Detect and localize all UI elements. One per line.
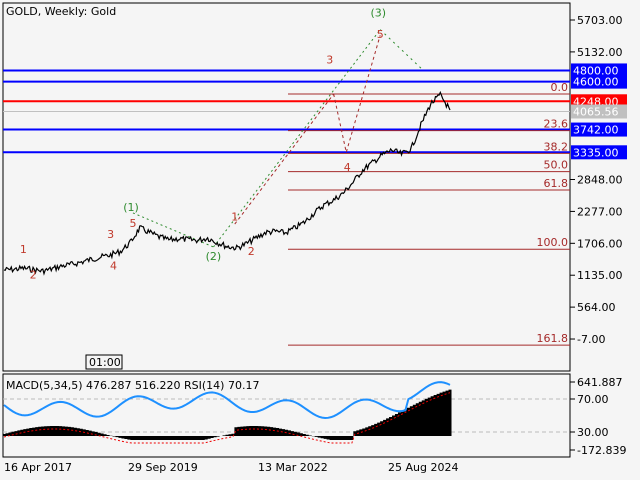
fib-label: 38.2 [544,140,569,153]
y-tick-label: 1135.00 [577,269,623,282]
x-tick-label: 16 Apr 2017 [4,461,72,474]
ind-tick-label: 70.00 [577,393,609,406]
level-label: 3742.00 [573,124,619,137]
wave-label: (2) [206,250,222,263]
y-tick-label: -7.00 [577,333,605,346]
y-tick-label: 5703.00 [577,14,623,27]
rsi-line [3,381,451,419]
main-panel [2,2,571,372]
ind-tick-label: 30.00 [577,426,609,439]
y-tick-label: 1706.00 [577,237,623,250]
timeframe-label: 01:00 [89,356,121,369]
fib-label: 23.6 [544,118,569,131]
indicator-title: MACD(5,34,5) 476.287 516.220 RSI(14) 70.… [6,379,259,392]
wave-label: 2 [248,245,255,258]
wave-label: 4 [110,259,117,272]
level-badge [571,122,627,137]
wave-label: 1 [231,211,238,224]
level-label: 4800.00 [573,64,619,77]
level-badge [571,145,627,160]
y-tick-label: 2848.00 [577,174,623,187]
wave-label: 5 [377,28,384,41]
forecast-path [333,35,381,153]
x-tick-label: 13 Mar 2022 [258,461,328,474]
chart-title: GOLD, Weekly: Gold [6,5,116,18]
wave-line [213,29,381,248]
wave-label: 1 [20,243,27,256]
price-line [3,90,451,276]
fib-label: 161.8 [537,332,569,345]
x-tick-label: 29 Sep 2019 [128,461,198,474]
y-tick-label: 5132.00 [577,46,623,59]
wave-label: 2 [30,268,37,281]
wave-label: (3) [370,6,386,19]
ind-tick-label: 641.887 [577,376,623,389]
ind-tick-label: -172.839 [577,444,626,457]
level-badge [571,74,627,89]
indicator-panel [2,373,571,458]
fib-label: 61.8 [544,177,569,190]
timeframe-box[interactable] [85,354,123,370]
wave-label: 3 [326,54,333,67]
wave-label: 3 [107,228,114,241]
level-badge [571,63,627,78]
wave-label: 4 [344,161,351,174]
y-tick-label: 2277.00 [577,205,623,218]
level-label: 4065.56 [573,105,619,118]
fib-label: 50.0 [544,159,569,172]
y-tick-label: 564.00 [577,301,616,314]
x-tick-label: 25 Aug 2024 [388,461,458,474]
wave-label: 5 [129,217,136,230]
fib-label: 0.0 [551,81,569,94]
forecast-path-green [379,29,424,71]
level-label: 3335.00 [573,146,619,159]
wave-label: (1) [123,201,139,214]
level-label: 4600.00 [573,76,619,89]
macd-histogram [2,389,452,440]
macd-signal-line [3,392,451,444]
fib-label: 100.0 [537,236,569,249]
level-badge [571,104,627,119]
